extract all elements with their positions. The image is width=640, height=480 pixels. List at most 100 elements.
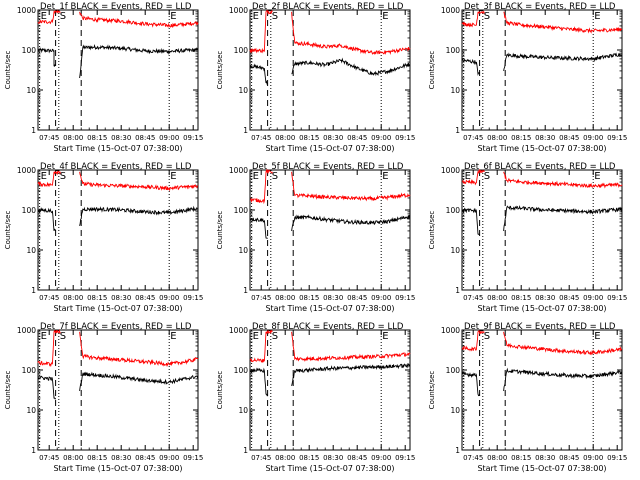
events-series-line: [461, 367, 623, 397]
marker-label: E: [465, 171, 471, 182]
marker-label: S: [60, 11, 66, 22]
x-axis-label: Start Time (15-Oct-07 07:38:00): [53, 144, 182, 153]
plot-frame: [37, 9, 199, 131]
events-series-line: [249, 363, 411, 397]
events-series-line: [249, 57, 411, 86]
x-tick-label: 08:30: [111, 134, 131, 142]
y-tick-label: 100: [446, 206, 461, 215]
x-axis-label: Start Time (15-Oct-07 07:38:00): [477, 144, 606, 153]
x-tick-label: 08:15: [87, 454, 107, 462]
lld-series-line: [37, 170, 199, 192]
y-tick-label: 1: [243, 286, 248, 295]
y-tick-label: 100: [234, 366, 249, 375]
x-tick-label: 08:45: [135, 454, 155, 462]
x-tick-label: 08:00: [487, 134, 507, 142]
x-tick-label: 08:15: [299, 134, 319, 142]
x-tick-label: 08:15: [511, 134, 531, 142]
x-tick-label: 08:45: [559, 454, 579, 462]
plot-frame: [461, 169, 623, 291]
x-tick-label: 08:45: [347, 134, 367, 142]
events-series-line: [37, 371, 199, 400]
x-tick-label: 08:00: [63, 454, 83, 462]
y-axis-label: Counts/sec: [4, 211, 12, 250]
x-tick-label: 07:45: [251, 294, 271, 302]
y-tick-label: 10: [26, 406, 36, 415]
x-tick-label: 09:00: [371, 294, 391, 302]
marker-label: E: [170, 331, 176, 342]
marker-label: E: [594, 171, 600, 182]
x-tick-label: 08:00: [275, 454, 295, 462]
chart-panel-2: Det_2f BLACK = Events, RED = LLD Counts/s…: [216, 2, 415, 153]
chart-title: Det_4f BLACK = Events, RED = LLD: [40, 162, 192, 172]
chart-title: Det_5f BLACK = Events, RED = LLD: [252, 162, 404, 172]
x-tick-label: 07:45: [39, 294, 59, 302]
y-tick-label: 1: [31, 446, 36, 455]
y-tick-label: 1000: [17, 326, 36, 335]
events-series-line: [37, 44, 199, 79]
plot-frame: [37, 329, 199, 451]
x-axis-label: Start Time (15-Oct-07 07:38:00): [477, 304, 606, 313]
lld-series-line: [249, 9, 411, 55]
plot-frame: [37, 169, 199, 291]
marker-label: E: [41, 11, 47, 22]
y-tick-label: 1: [31, 286, 36, 295]
x-tick-label: 08:45: [135, 134, 155, 142]
x-tick-label: 08:30: [323, 454, 343, 462]
y-tick-label: 1: [455, 286, 460, 295]
x-tick-label: 09:15: [607, 294, 627, 302]
chart-title: Det_9f BLACK = Events, RED = LLD: [464, 322, 616, 332]
marker-label: E: [382, 331, 388, 342]
x-tick-label: 08:15: [87, 134, 107, 142]
y-tick-label: 10: [450, 406, 460, 415]
y-tick-label: 100: [446, 46, 461, 55]
chart-panel-9: Det_9f BLACK = Events, RED = LLD Counts/s…: [428, 322, 627, 473]
marker-label: S: [484, 11, 490, 22]
x-tick-label: 07:45: [463, 454, 483, 462]
x-tick-label: 08:00: [487, 454, 507, 462]
marker-label: S: [60, 331, 66, 342]
x-tick-label: 08:45: [135, 294, 155, 302]
marker-label: E: [170, 11, 176, 22]
chart-panel-4: Det_4f BLACK = Events, RED = LLD Counts/s…: [4, 162, 203, 313]
y-axis-label: Counts/sec: [4, 51, 12, 90]
y-tick-label: 1: [31, 126, 36, 135]
x-tick-label: 08:00: [275, 294, 295, 302]
marker-label: S: [60, 171, 66, 182]
y-tick-label: 10: [450, 86, 460, 95]
y-tick-label: 10: [26, 86, 36, 95]
plot-frame: [461, 329, 623, 451]
x-tick-label: 07:45: [463, 294, 483, 302]
lld-series-line: [37, 9, 199, 29]
chart-title: Det_7f BLACK = Events, RED = LLD: [40, 322, 192, 332]
x-axis-label: Start Time (15-Oct-07 07:38:00): [265, 304, 394, 313]
y-tick-label: 10: [450, 246, 460, 255]
x-tick-label: 07:45: [39, 454, 59, 462]
marker-label: E: [41, 171, 47, 182]
y-tick-label: 1: [455, 126, 460, 135]
y-tick-label: 10: [238, 86, 248, 95]
x-tick-label: 09:15: [183, 134, 203, 142]
x-tick-label: 08:30: [111, 294, 131, 302]
x-tick-label: 09:15: [395, 454, 415, 462]
chart-title: Det_8f BLACK = Events, RED = LLD: [252, 322, 404, 332]
x-tick-label: 08:00: [487, 294, 507, 302]
marker-label: E: [465, 331, 471, 342]
x-tick-label: 09:00: [159, 294, 179, 302]
marker-label: E: [594, 11, 600, 22]
x-tick-label: 08:45: [347, 454, 367, 462]
y-tick-label: 1: [243, 446, 248, 455]
x-axis-label: Start Time (15-Oct-07 07:38:00): [265, 144, 394, 153]
chart-title: Det_2f BLACK = Events, RED = LLD: [252, 2, 404, 12]
x-tick-label: 09:00: [583, 294, 603, 302]
chart-panel-8: Det_8f BLACK = Events, RED = LLD Counts/s…: [216, 322, 415, 473]
x-axis-label: Start Time (15-Oct-07 07:38:00): [53, 304, 182, 313]
chart-title: Det_1f BLACK = Events, RED = LLD: [40, 2, 192, 12]
x-tick-label: 08:00: [275, 134, 295, 142]
y-axis-label: Counts/sec: [216, 211, 224, 250]
y-tick-label: 10: [238, 406, 248, 415]
y-tick-label: 100: [234, 46, 249, 55]
chart-title: Det_3f BLACK = Events, RED = LLD: [464, 2, 616, 12]
y-tick-label: 100: [22, 206, 37, 215]
marker-label: E: [41, 331, 47, 342]
